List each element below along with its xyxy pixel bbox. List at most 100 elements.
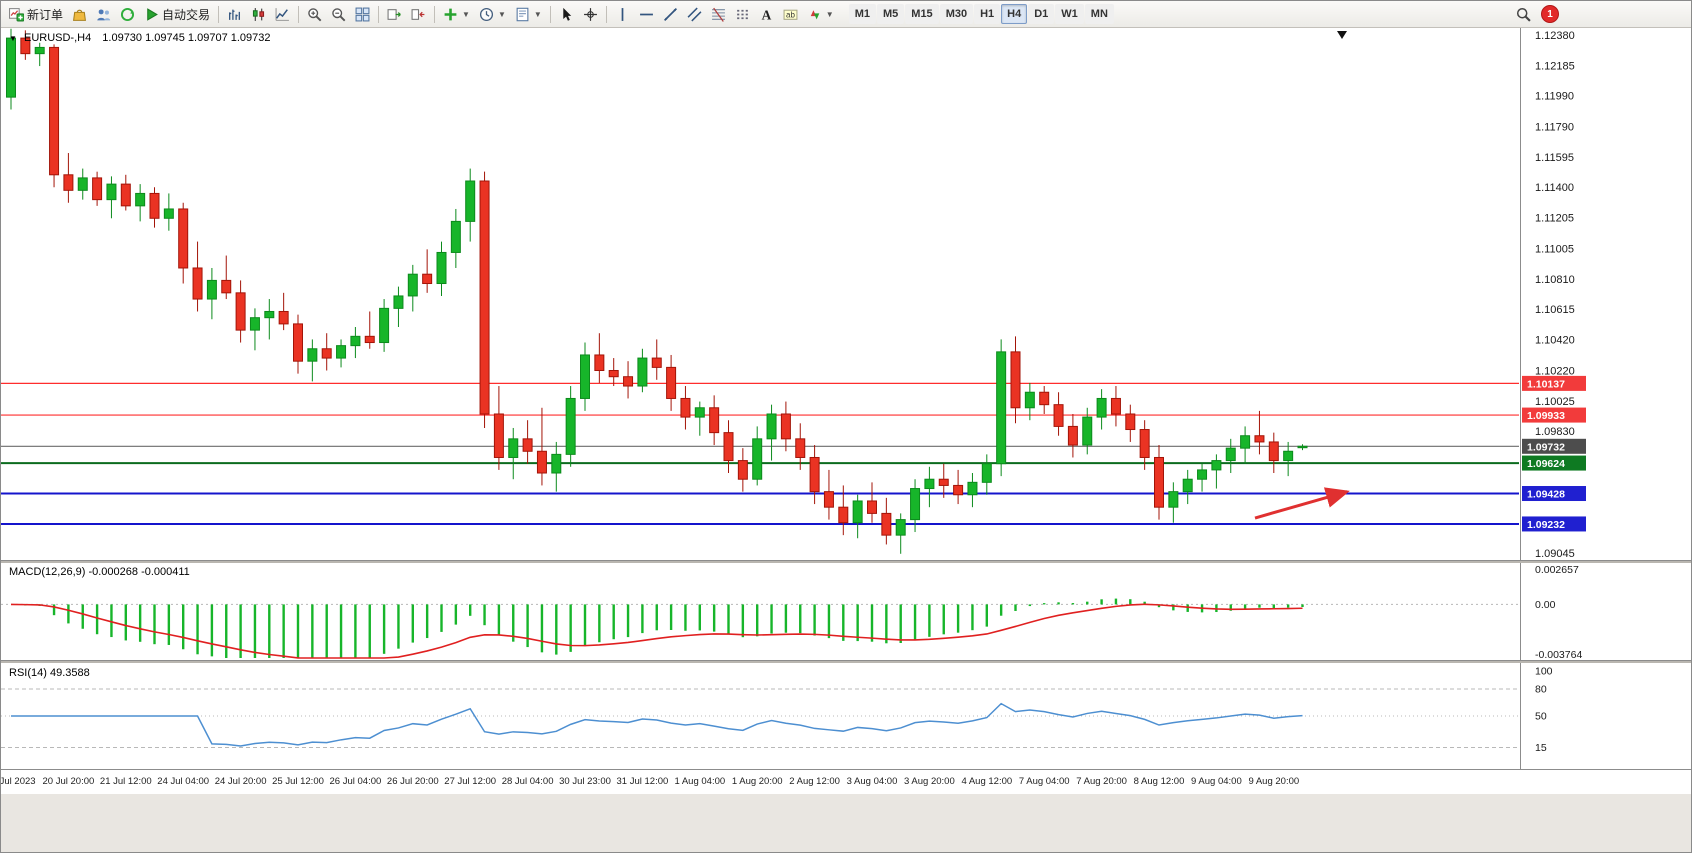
- time-axis-label: 21 Jul 12:00: [99, 776, 152, 787]
- text-icon: A: [759, 7, 774, 22]
- search-icon: [1516, 7, 1531, 22]
- time-axis-label: 20 Jul 2023: [0, 776, 36, 787]
- chart-title: ▼ EURUSD-,H4 1.09730 1.09745 1.09707 1.0…: [9, 32, 271, 44]
- timeframe-group: M1 M5 M15 M30 H1 H4 D1 W1 MN: [848, 4, 1114, 24]
- market-button[interactable]: [68, 3, 91, 25]
- time-axis-label: 9 Aug 04:00: [1191, 776, 1242, 787]
- price-tag-label: 1.09624: [1527, 458, 1565, 470]
- zoom-in-button[interactable]: [303, 3, 326, 25]
- chart-shift-button[interactable]: [407, 3, 430, 25]
- timeframe-m30-button[interactable]: M30: [939, 4, 974, 24]
- timeframe-h4-button[interactable]: H4: [1001, 4, 1028, 24]
- arrows-button[interactable]: ▼: [803, 3, 838, 25]
- price-tag-label: 1.09732: [1527, 441, 1565, 453]
- time-axis-label: 1 Aug 20:00: [731, 776, 783, 787]
- new-order-label: 新订单: [27, 7, 64, 22]
- bottom-strip: [1, 793, 1691, 852]
- time-axis-label: 24 Jul 04:00: [157, 776, 210, 787]
- indicators-icon: [443, 7, 458, 22]
- new-order-icon: [9, 7, 24, 22]
- trendline-button[interactable]: [659, 3, 682, 25]
- timeframe-h1-button[interactable]: H1: [974, 4, 1001, 24]
- chevron-down-icon: ▼: [497, 9, 506, 19]
- tile-windows-button[interactable]: [351, 3, 374, 25]
- horizontal-line-icon: [639, 7, 654, 22]
- price-axis-label: 1.10810: [1535, 274, 1575, 286]
- timeframe-w1-button[interactable]: W1: [1055, 4, 1084, 24]
- tile-icon: [355, 7, 370, 22]
- time-axis-label: 24 Jul 20:00: [214, 776, 267, 787]
- price-tag-label: 1.10137: [1527, 378, 1565, 390]
- auto-scroll-icon: [387, 7, 402, 22]
- chevron-down-icon: ▼: [825, 9, 834, 19]
- mql-web-button[interactable]: [116, 3, 139, 25]
- new-order-button[interactable]: 新订单: [5, 3, 67, 25]
- search-button[interactable]: [1512, 3, 1535, 25]
- auto-trading-button[interactable]: 自动交易: [140, 3, 214, 25]
- time-axis-label: 30 Jul 23:00: [559, 776, 611, 787]
- price-tag-label: 1.09428: [1527, 489, 1565, 501]
- chart-symbol-period: EURUSD-,H4: [23, 32, 92, 44]
- rsi-line: [11, 702, 1303, 747]
- time-axis-label: 8 Aug 12:00: [1133, 776, 1185, 787]
- chevron-down-icon: ▼: [462, 9, 470, 19]
- horizontal-line-button[interactable]: [635, 3, 658, 25]
- timeframe-mn-button[interactable]: MN: [1084, 4, 1114, 24]
- price-tag: [1522, 438, 1586, 454]
- line-chart-button[interactable]: [271, 3, 294, 25]
- vertical-line-button[interactable]: [611, 3, 634, 25]
- price-axis-label: 1.10420: [1535, 334, 1575, 346]
- timeframe-m1-button[interactable]: M1: [848, 4, 876, 24]
- collapse-icon[interactable]: ▼: [9, 34, 17, 43]
- bar-chart-button[interactable]: [223, 3, 246, 25]
- panel-splitter[interactable]: [1, 661, 1691, 663]
- time-axis[interactable]: 20 Jul 2023 20 Jul 20:00 21 Jul 12:00 24 Ju…: [1, 769, 1691, 794]
- text-label-button[interactable]: ab: [779, 3, 802, 25]
- crosshair-button[interactable]: [579, 3, 602, 25]
- timeframe-m5-button[interactable]: M5: [877, 4, 905, 24]
- bar-chart-icon: [227, 7, 242, 22]
- rsi-panel-canvas[interactable]: 100 80 50 15: [1, 663, 1692, 769]
- notification-badge[interactable]: 1: [1541, 5, 1559, 23]
- price-axis-label: 1.11790: [1535, 122, 1574, 134]
- shapes-icon: [735, 7, 750, 22]
- panel-splitter[interactable]: [1, 561, 1691, 563]
- trendline-icon: [663, 7, 678, 22]
- price-chart-canvas[interactable]: 1.12380 1.12185 1.11990 1.11790 1.11595 1.114…: [1, 27, 1692, 561]
- arrows-icon: [807, 7, 822, 22]
- cursor-icon: [559, 7, 574, 22]
- price-tag-label: 1.09933: [1527, 410, 1565, 422]
- horizontal-lines: [1, 382, 1519, 525]
- text-button[interactable]: A: [755, 3, 778, 25]
- zoom-out-button[interactable]: [327, 3, 350, 25]
- template-icon: [515, 7, 530, 22]
- timeframe-m15-button[interactable]: M15: [905, 4, 939, 24]
- candles: [6, 28, 1308, 554]
- market-icon: [72, 7, 87, 22]
- time-axis-label: 2 Aug 12:00: [789, 776, 840, 787]
- toolbar-separator: [218, 5, 220, 23]
- rsi-label: RSI(14) 49.3588: [9, 667, 90, 679]
- price-tag: [1522, 375, 1586, 391]
- periods-button[interactable]: ▼: [475, 3, 510, 25]
- macd-panel-canvas[interactable]: 0.002657 0.00 -0.003764: [1, 563, 1692, 661]
- equidistant-channel-button[interactable]: [683, 3, 706, 25]
- indicators-button[interactable]: ▼: [439, 3, 474, 25]
- candlestick-chart-button[interactable]: [247, 3, 270, 25]
- vertical-line-icon: [615, 7, 630, 22]
- globe-icon: [120, 7, 135, 22]
- shapes-button[interactable]: [731, 3, 754, 25]
- auto-scroll-button[interactable]: [383, 3, 406, 25]
- macd-label: MACD(12,26,9) -0.000268 -0.000411: [9, 566, 190, 578]
- time-axis-label: 1 Aug 04:00: [674, 776, 726, 787]
- cursor-button[interactable]: [555, 3, 578, 25]
- macd-histogram: [24, 598, 1304, 658]
- time-axis-label: 9 Aug 20:00: [1248, 776, 1300, 787]
- community-button[interactable]: [92, 3, 115, 25]
- timeframe-d1-button[interactable]: D1: [1028, 4, 1055, 24]
- fibonacci-button[interactable]: [707, 3, 730, 25]
- price-axis-label: 1.11205: [1535, 213, 1574, 225]
- templates-button[interactable]: ▼: [511, 3, 546, 25]
- svg-text:A: A: [761, 7, 771, 22]
- channel-icon: [687, 7, 702, 22]
